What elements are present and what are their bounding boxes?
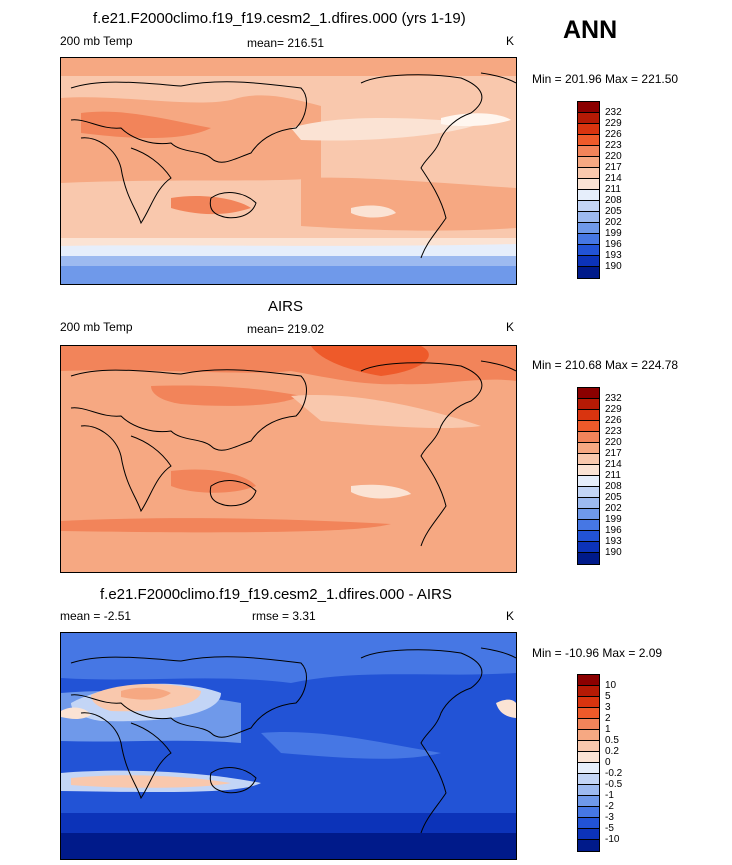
colorbar-label: 199	[605, 228, 622, 239]
panel2-minmax: Min = 210.68 Max = 224.78	[532, 358, 679, 372]
panel2-mean: mean= 219.02	[247, 322, 325, 336]
panel3-colorbar	[577, 674, 600, 852]
panel1-map	[60, 57, 517, 285]
colorbar-label: 223	[605, 426, 622, 437]
colorbar-label: 211	[605, 470, 621, 481]
colorbar-label: 190	[605, 547, 622, 558]
colorbar-label: 193	[605, 536, 622, 547]
panel3-mean: mean = -2.51	[60, 609, 132, 623]
panel3-map	[60, 632, 517, 860]
colorbar-label: 0.2	[605, 746, 619, 757]
colorbar-label: 0.5	[605, 735, 619, 746]
colorbar-label: 190	[605, 261, 622, 272]
colorbar-label: 199	[605, 514, 622, 525]
colorbar-label: 3	[605, 702, 611, 713]
panel3-units: K	[506, 609, 515, 623]
colorbar-label: 232	[605, 393, 622, 404]
colorbar-label: 2	[605, 713, 611, 724]
colorbar-label: -3	[605, 812, 614, 823]
panel3-minmax: Min = -10.96 Max = 2.09	[532, 646, 663, 660]
colorbar-label: 196	[605, 525, 622, 536]
colorbar-label: -0.5	[605, 779, 623, 790]
colorbar-label: 220	[605, 151, 622, 162]
colorbar-label: 211	[605, 184, 621, 195]
colorbar-label: 205	[605, 206, 622, 217]
colorbar-label: -5	[605, 823, 614, 834]
panel2-variable: 200 mb Temp	[60, 320, 133, 334]
colorbar-label: 214	[605, 459, 622, 470]
panel2-units: K	[506, 320, 515, 334]
colorbar-label: 208	[605, 481, 622, 492]
colorbar-label: -1	[605, 790, 614, 801]
colorbar-label: 226	[605, 129, 622, 140]
colorbar-label: 226	[605, 415, 622, 426]
colorbar-label: 229	[605, 404, 622, 415]
colorbar-label: -2	[605, 801, 614, 812]
panel2-map	[60, 345, 517, 573]
colorbar-label: 208	[605, 195, 622, 206]
colorbar-label: 202	[605, 503, 622, 514]
colorbar-label: 196	[605, 239, 622, 250]
panel1-colorbar	[577, 101, 600, 279]
panel2-colorbar	[577, 387, 600, 565]
panel1-title: f.e21.F2000climo.f19_f19.cesm2_1.dfires.…	[93, 10, 466, 27]
colorbar-label: -10	[605, 834, 620, 845]
panel3-rmse: rmse = 3.31	[252, 609, 316, 623]
panel1-variable: 200 mb Temp	[60, 34, 133, 48]
colorbar-label: 193	[605, 250, 622, 261]
colorbar-label: 205	[605, 492, 622, 503]
colorbar-label: 0	[605, 757, 611, 768]
season-label: ANN	[563, 16, 618, 44]
colorbar-label: 223	[605, 140, 622, 151]
panel1-minmax: Min = 201.96 Max = 221.50	[532, 72, 679, 86]
panel2-title: AIRS	[268, 298, 304, 315]
panel3-title: f.e21.F2000climo.f19_f19.cesm2_1.dfires.…	[100, 586, 452, 603]
colorbar-label: -0.2	[605, 768, 623, 779]
panel1-mean: mean= 216.51	[247, 36, 325, 50]
panel1-units: K	[506, 34, 515, 48]
colorbar-label: 202	[605, 217, 622, 228]
colorbar-label: 1	[605, 724, 611, 735]
colorbar-label: 10	[605, 680, 617, 691]
colorbar-label: 217	[605, 448, 622, 459]
colorbar-label: 220	[605, 437, 622, 448]
colorbar-label: 232	[605, 107, 622, 118]
colorbar-label: 214	[605, 173, 622, 184]
colorbar-label: 217	[605, 162, 622, 173]
colorbar-label: 229	[605, 118, 622, 129]
colorbar-label: 5	[605, 691, 611, 702]
